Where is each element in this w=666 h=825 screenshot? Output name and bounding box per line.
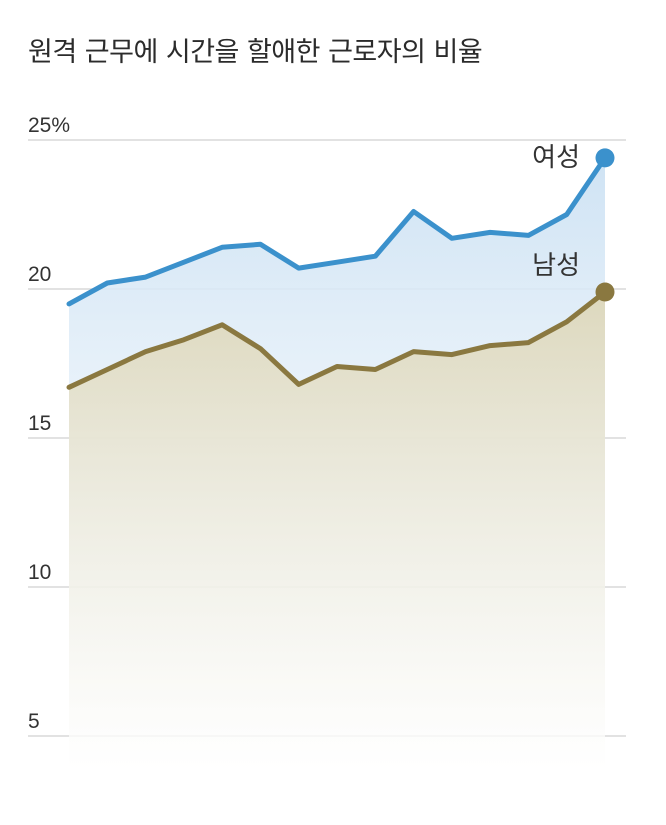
series-label-women: 여성 [532, 143, 580, 173]
y-tick-label-20: 20 [28, 263, 51, 286]
y-tick-label-25: 25% [28, 114, 70, 137]
line-layer [66, 148, 615, 390]
line-men [66, 289, 608, 390]
series-label-men: 남성 [532, 251, 580, 281]
y-tick-label-10: 10 [28, 561, 51, 584]
y-tick-label-5: 5 [28, 710, 40, 733]
endpoint-women [595, 148, 615, 168]
area-men [69, 292, 605, 770]
endpoint-men [595, 282, 615, 302]
chart-title: 원격 근무에 시간을 할애한 근로자의 비율 [28, 37, 483, 68]
line-women [66, 155, 608, 307]
area-layer [69, 157, 605, 770]
y-tick-label-15: 15 [28, 412, 51, 435]
